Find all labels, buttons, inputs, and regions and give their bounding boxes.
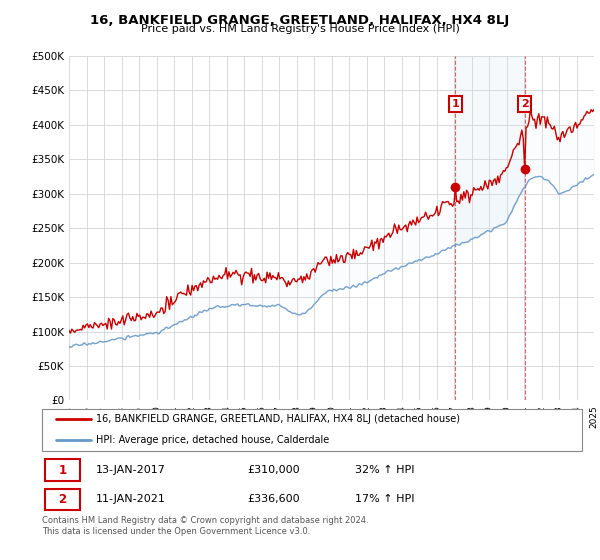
Text: 1: 1	[58, 464, 67, 477]
Text: Contains HM Land Registry data © Crown copyright and database right 2024.
This d: Contains HM Land Registry data © Crown c…	[42, 516, 368, 536]
Text: 17% ↑ HPI: 17% ↑ HPI	[355, 494, 415, 505]
Text: HPI: Average price, detached house, Calderdale: HPI: Average price, detached house, Cald…	[96, 435, 329, 445]
Text: 1: 1	[451, 99, 459, 109]
Text: 32% ↑ HPI: 32% ↑ HPI	[355, 465, 415, 475]
Text: 16, BANKFIELD GRANGE, GREETLAND, HALIFAX, HX4 8LJ: 16, BANKFIELD GRANGE, GREETLAND, HALIFAX…	[91, 14, 509, 27]
Text: £336,600: £336,600	[247, 494, 300, 505]
Text: 2: 2	[521, 99, 529, 109]
Text: 11-JAN-2021: 11-JAN-2021	[96, 494, 166, 505]
Text: Price paid vs. HM Land Registry's House Price Index (HPI): Price paid vs. HM Land Registry's House …	[140, 24, 460, 34]
Text: 2: 2	[58, 493, 67, 506]
FancyBboxPatch shape	[42, 409, 582, 451]
Text: 16, BANKFIELD GRANGE, GREETLAND, HALIFAX, HX4 8LJ (detached house): 16, BANKFIELD GRANGE, GREETLAND, HALIFAX…	[96, 414, 460, 424]
FancyBboxPatch shape	[45, 459, 80, 480]
Text: 13-JAN-2017: 13-JAN-2017	[96, 465, 166, 475]
Text: £310,000: £310,000	[247, 465, 300, 475]
FancyBboxPatch shape	[45, 489, 80, 510]
